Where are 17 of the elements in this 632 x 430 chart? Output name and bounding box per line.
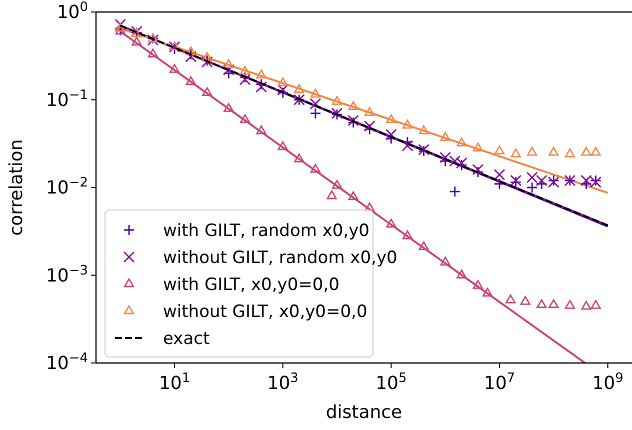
x-tick-label: 10$^{9}$	[592, 370, 624, 394]
legend-label: with GILT, random x0,y0	[163, 221, 370, 241]
x-tick-label: 10$^{7}$	[484, 370, 516, 394]
x-tick-label: 10$^{1}$	[158, 370, 190, 394]
x-axis-title: distance	[326, 402, 402, 423]
y-tick-label: 10$^{−3}$	[46, 262, 88, 286]
legend-label: exact	[163, 329, 210, 349]
y-tick-label: 10$^{−2}$	[46, 175, 88, 198]
y-tick-label: 10$^{0}$	[56, 0, 88, 23]
y-tick-label: 10$^{−4}$	[46, 350, 88, 374]
y-axis-title: correlation	[6, 139, 27, 236]
x-tick-label: 10$^{5}$	[376, 370, 407, 394]
x-tick-label: 10$^{3}$	[267, 370, 298, 394]
legend-label: without GILT, random x0,y0	[163, 248, 398, 268]
legend-label: without GILT, x0,y0=0,0	[163, 302, 368, 322]
y-tick-label: 10$^{−1}$	[46, 87, 88, 111]
legend-label: with GILT, x0,y0=0,0	[163, 275, 340, 295]
